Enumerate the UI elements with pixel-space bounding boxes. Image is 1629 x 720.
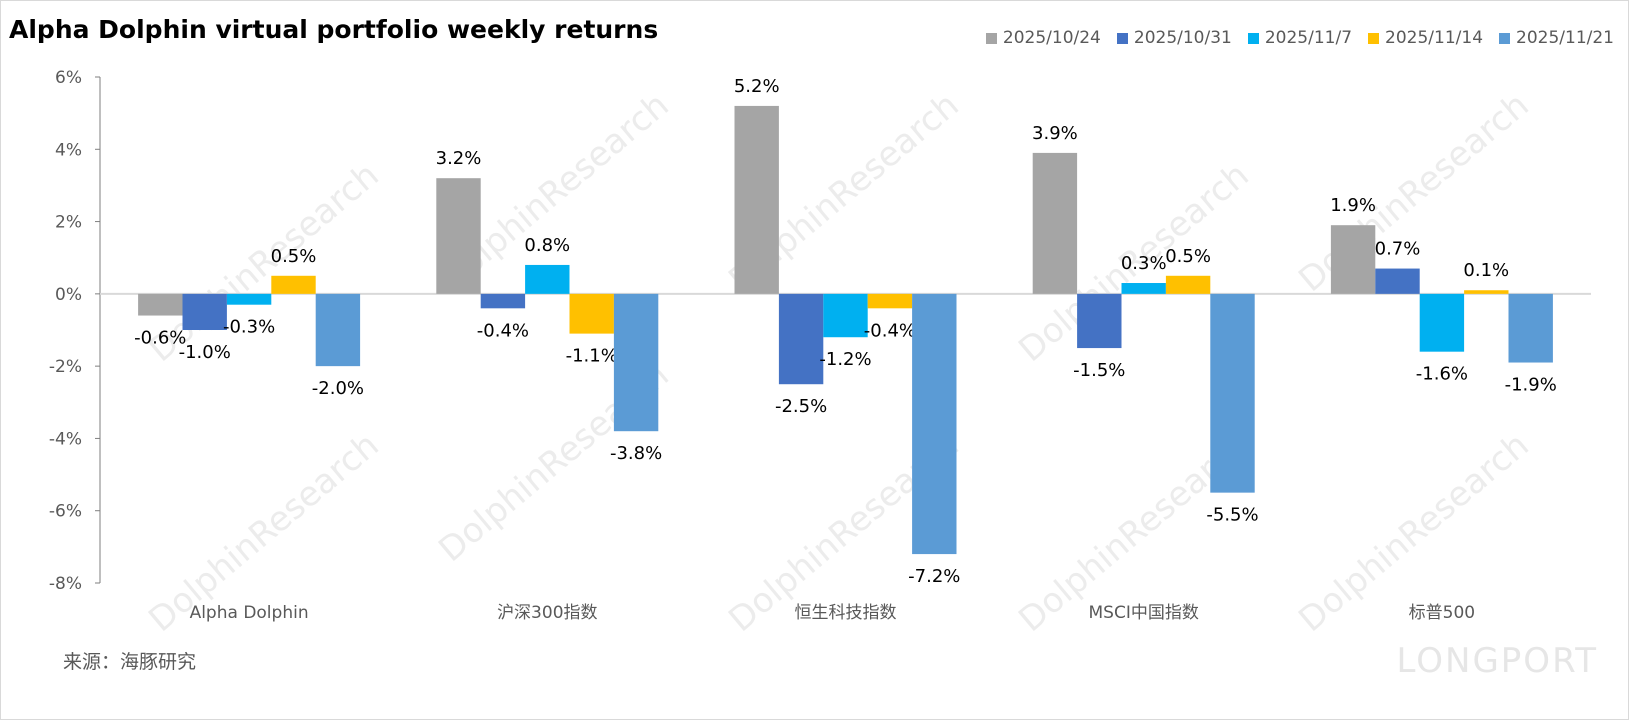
bar [1032, 152, 1078, 294]
data-label: -3.8% [610, 443, 662, 464]
bar [912, 293, 957, 555]
legend-label: 2025/11/7 [1264, 28, 1353, 48]
data-label: 1.9% [1330, 195, 1376, 216]
bar [436, 178, 481, 294]
bar [734, 105, 779, 294]
source-note: 来源：海豚研究 [63, 651, 197, 673]
bar [182, 293, 227, 330]
data-label: -1.1% [566, 346, 618, 367]
bar [138, 293, 183, 316]
data-label: 3.9% [1032, 123, 1078, 144]
data-label: 0.8% [524, 235, 570, 256]
y-tick-label: -2% [49, 357, 82, 377]
data-label: -1.9% [1505, 375, 1557, 396]
category-label: MSCI中国指数 [1089, 603, 1199, 623]
bar [1077, 293, 1122, 349]
legend: 2025/10/24 2025/10/31 2025/11/7 2025/11/14 2… [985, 28, 1614, 48]
legend-label: 2025/11/21 [1516, 28, 1614, 48]
data-label: -2.0% [312, 378, 364, 399]
y-tick-label: -6% [49, 502, 82, 522]
legend-item: 2025/11/7 [1247, 28, 1353, 48]
legend-item: 2025/10/24 [985, 28, 1101, 48]
data-label: -1.6% [1416, 364, 1468, 385]
bar [867, 293, 913, 309]
chart-title: Alpha Dolphin virtual portfolio weekly r… [9, 15, 659, 44]
legend-item: 2025/10/31 [1116, 28, 1232, 48]
legend-item: 2025/11/21 [1499, 28, 1614, 48]
bar [1508, 293, 1553, 363]
bar [1121, 283, 1166, 294]
bar [823, 293, 868, 338]
legend-swatch [1499, 32, 1511, 44]
bar [525, 264, 570, 294]
data-label: -0.4% [477, 320, 529, 341]
bar [271, 275, 316, 294]
longport-logo: LONGPORT [1396, 641, 1598, 681]
category-label: 标普500 [1409, 603, 1475, 623]
category-label: 沪深300指数 [497, 603, 597, 623]
data-label: -2.5% [775, 396, 827, 417]
data-label: -0.4% [864, 320, 916, 341]
bar [480, 293, 526, 309]
data-label: 0.5% [1165, 246, 1211, 267]
data-label: 0.3% [1121, 253, 1167, 274]
legend-item: 2025/11/14 [1368, 28, 1483, 48]
data-label: -1.5% [1073, 360, 1125, 381]
y-tick-label: 0% [55, 285, 82, 305]
data-label: 0.5% [271, 246, 317, 267]
bar [1375, 268, 1420, 294]
bar [1165, 275, 1211, 294]
bar [226, 293, 272, 305]
y-tick-label: 4% [55, 140, 82, 160]
bar [1330, 225, 1376, 294]
data-label: -1.0% [179, 342, 231, 363]
data-label: -5.5% [1206, 505, 1258, 526]
data-label: 3.2% [436, 148, 482, 169]
bar [315, 293, 361, 367]
data-label: -0.6% [134, 328, 186, 349]
bar [613, 293, 659, 432]
legend-label: 2025/10/24 [1002, 28, 1101, 48]
legend-label: 2025/11/14 [1385, 28, 1484, 48]
data-label: 0.1% [1463, 260, 1509, 281]
legend-swatch [985, 32, 997, 44]
y-tick-label: -8% [49, 574, 82, 594]
data-label: 5.2% [734, 76, 780, 97]
legend-label: 2025/10/31 [1133, 28, 1232, 48]
category-label: 恒生科技指数 [795, 603, 897, 623]
data-label: -7.2% [908, 566, 960, 587]
bar [1210, 293, 1255, 493]
bar [569, 293, 614, 334]
bar [1464, 290, 1509, 294]
legend-swatch [1116, 32, 1128, 44]
category-label: Alpha Dolphin [190, 603, 309, 623]
legend-swatch [1247, 32, 1259, 44]
bar [1419, 293, 1465, 352]
legend-swatch [1368, 32, 1380, 44]
data-label: 0.7% [1375, 239, 1421, 260]
data-label: -1.2% [819, 349, 871, 370]
data-label: -0.3% [223, 317, 275, 338]
y-tick-label: 2% [55, 213, 82, 233]
bar [778, 293, 824, 385]
y-tick-label: -4% [49, 429, 82, 449]
y-tick-label: 6% [55, 68, 82, 88]
